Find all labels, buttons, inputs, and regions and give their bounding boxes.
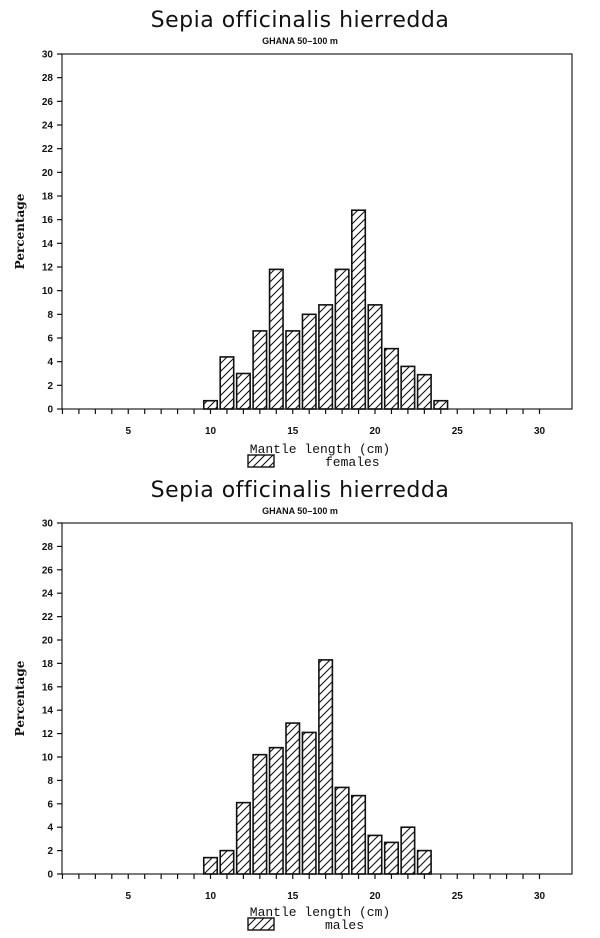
- y-tick-label: 0: [47, 405, 53, 416]
- histogram-bar: [351, 209, 367, 410]
- x-tick-label: 30: [534, 891, 546, 902]
- histogram-bar: [301, 731, 317, 875]
- legend-label: females: [325, 455, 380, 470]
- y-tick-label: 6: [47, 334, 53, 345]
- histogram-bar: [252, 330, 268, 410]
- histogram-bar: [285, 330, 301, 410]
- histogram-bar: [285, 722, 301, 875]
- females-chart-panel: Sepia officinalis hierredda GHANA 50–100…: [13, 8, 573, 470]
- legend-swatch: [247, 454, 275, 468]
- y-tick-label: 12: [42, 263, 54, 274]
- histogram-bar: [416, 373, 432, 410]
- x-tick-label: 20: [369, 891, 381, 902]
- y-tick-label: 22: [42, 612, 54, 623]
- x-tick-label: 25: [452, 891, 464, 902]
- plot-frame: [61, 522, 573, 875]
- y-tick-label: 12: [42, 729, 54, 740]
- histogram-bar: [219, 849, 235, 875]
- y-tick-label: 2: [47, 846, 53, 857]
- x-tick-label: 10: [205, 891, 217, 902]
- histogram-bar: [301, 313, 317, 410]
- y-tick-label: 6: [47, 799, 53, 810]
- y-tick-label: 2: [47, 381, 53, 392]
- histogram-bar: [235, 801, 251, 875]
- histogram-bar: [252, 753, 268, 875]
- histogram-bar: [334, 268, 350, 410]
- y-tick-label: 30: [42, 50, 54, 61]
- histogram-bar: [433, 399, 449, 410]
- y-tick-label: 26: [42, 97, 54, 108]
- histogram-bar: [367, 304, 383, 410]
- y-tick-label: 0: [47, 870, 53, 881]
- histogram-bar: [400, 365, 416, 410]
- y-tick-label: 10: [42, 286, 54, 297]
- x-axis-label: Mantle length (cm): [250, 905, 390, 920]
- histogram-bar: [367, 834, 383, 875]
- legend-swatch: [247, 917, 275, 931]
- x-tick-label: 10: [205, 426, 217, 437]
- chart-title: Sepia officinalis hierredda: [150, 478, 450, 503]
- y-tick-label: 28: [42, 542, 54, 553]
- chart-title: Sepia officinalis hierredda: [150, 8, 450, 33]
- x-tick-label: 25: [452, 426, 464, 437]
- histogram-bar: [383, 347, 399, 410]
- y-tick-label: 24: [42, 589, 54, 600]
- x-axis-label: Mantle length (cm): [250, 442, 390, 457]
- y-tick-label: 10: [42, 753, 54, 764]
- y-tick-label: 4: [47, 823, 53, 834]
- histogram-bar: [202, 856, 219, 875]
- y-axis-label: Percentage: [13, 660, 27, 736]
- y-tick-label: 26: [42, 565, 54, 576]
- x-tick-label: 5: [125, 891, 131, 902]
- histogram-bar: [219, 356, 235, 410]
- y-tick-label: 24: [42, 121, 54, 132]
- chart-subtitle: GHANA 50–100 m: [262, 506, 338, 516]
- y-tick-label: 16: [42, 215, 54, 226]
- y-tick-label: 20: [42, 636, 54, 647]
- chart-subtitle: GHANA 50–100 m: [262, 36, 338, 46]
- legend-label: males: [325, 918, 364, 933]
- histogram-bar: [400, 826, 416, 875]
- y-tick-label: 14: [42, 239, 54, 250]
- y-tick-label: 8: [47, 310, 53, 321]
- histogram-bar: [268, 268, 284, 410]
- males-chart-panel: Sepia officinalis hierredda GHANA 50–100…: [0, 470, 600, 938]
- y-axis-label: Percentage: [13, 193, 27, 269]
- y-tick-label: 14: [42, 706, 54, 717]
- histogram-bar: [202, 399, 219, 410]
- histogram-bar: [235, 372, 251, 410]
- y-tick-label: 28: [42, 73, 54, 84]
- y-tick-label: 18: [42, 659, 54, 670]
- plot-frame: [61, 53, 573, 410]
- x-tick-label: 15: [287, 426, 299, 437]
- y-tick-label: 8: [47, 776, 53, 787]
- x-tick-label: 30: [534, 426, 546, 437]
- histogram-bar: [351, 794, 367, 875]
- histogram-bar: [318, 659, 334, 875]
- y-tick-label: 22: [42, 144, 54, 155]
- histogram-bar: [416, 849, 432, 875]
- y-tick-label: 18: [42, 192, 54, 203]
- y-tick-label: 30: [42, 519, 54, 530]
- x-tick-label: 5: [125, 426, 131, 437]
- y-tick-label: 16: [42, 682, 54, 693]
- histogram-bar: [268, 746, 284, 875]
- histogram-bar: [383, 841, 399, 875]
- y-tick-label: 20: [42, 168, 54, 179]
- histogram-bar: [318, 304, 334, 410]
- x-tick-label: 15: [287, 891, 299, 902]
- x-tick-label: 20: [369, 426, 381, 437]
- histogram-bar: [334, 786, 350, 875]
- y-tick-label: 4: [47, 357, 53, 368]
